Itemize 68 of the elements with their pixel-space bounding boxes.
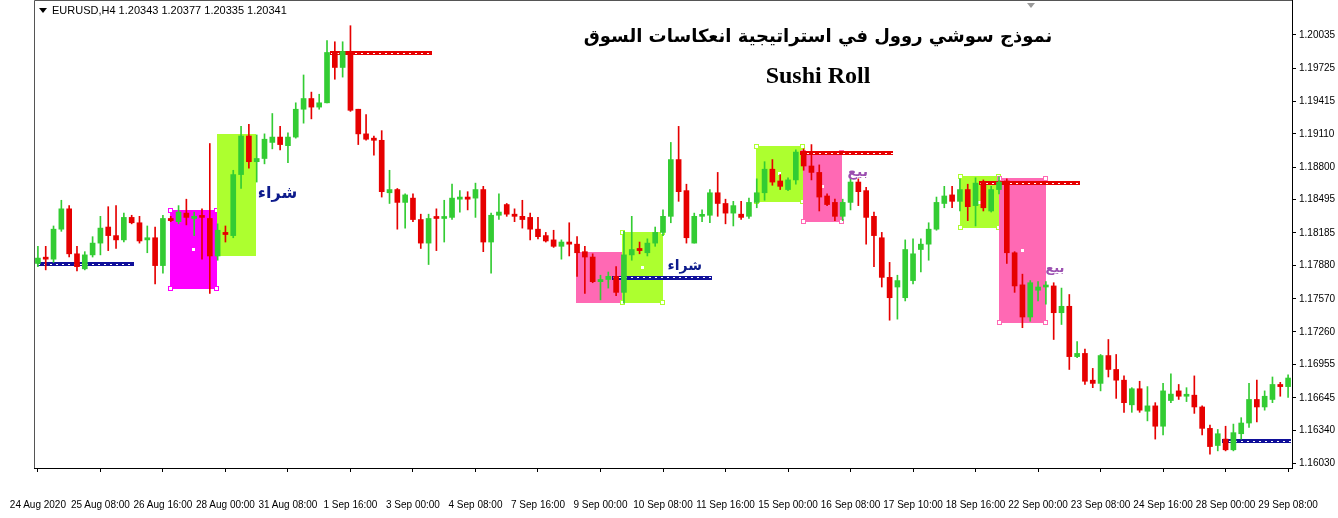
x-tick-label: 26 Aug 16:00 [133, 498, 193, 510]
text: نموذج سوشي روول في استراتيجية انعكاسات السوق [583, 25, 1053, 47]
x-tick-label: 10 Sep 08:00 [633, 498, 694, 510]
x-tick-label: 24 Aug 2020 [9, 498, 67, 510]
y-tick-label: 1.19415 [1299, 94, 1336, 106]
candlestick [206, 143, 213, 294]
y-tick-label: 1.18185 [1299, 226, 1336, 238]
x-tick-label: 25 Aug 08:00 [70, 498, 131, 510]
x-tick-label: 28 Sep 00:00 [1195, 498, 1256, 510]
candlestick [566, 222, 573, 257]
candlestick [582, 245, 588, 294]
y-tick-label: 1.18800 [1299, 160, 1336, 172]
annotation: شراء [667, 256, 702, 274]
x-tick-label: 9 Sep 00:00 [573, 498, 628, 510]
candlestick [105, 206, 112, 251]
candlestick [191, 211, 198, 236]
candlestick [1168, 373, 1174, 403]
candlestick [113, 205, 119, 249]
x-tick-label: 29 Sep 08:00 [1258, 498, 1319, 510]
candlestick [1277, 382, 1284, 397]
x-tick-label: 23 Sep 08:00 [1070, 498, 1131, 510]
candlestick [371, 135, 377, 156]
annotation: بيع [847, 162, 868, 180]
candlestick [1089, 368, 1096, 389]
x-tick-label: 17 Sep 10:00 [883, 498, 944, 510]
y-tick-label: 1.16645 [1299, 391, 1336, 403]
candlestick [1254, 379, 1260, 423]
annotation: بيع [1045, 260, 1065, 276]
text: Sushi Roll [765, 61, 871, 89]
candlestick [574, 236, 580, 277]
y-tick-label: 1.17260 [1299, 325, 1336, 337]
y-tick-label: 1.16030 [1299, 457, 1336, 469]
x-tick-label: 31 Aug 08:00 [258, 498, 318, 510]
x-tick-label: 4 Sep 08:00 [448, 498, 503, 510]
annotation: شراء [257, 183, 298, 203]
candlestick [628, 216, 635, 261]
y-tick-label: 1.18495 [1299, 193, 1336, 205]
candlestick [457, 190, 463, 213]
y-tick-label: 1.17880 [1299, 259, 1336, 271]
x-tick-label: 16 Sep 08:00 [820, 498, 881, 510]
candlestick [144, 225, 151, 254]
candlestick [269, 113, 276, 150]
candlestick [918, 238, 924, 273]
candlestick [496, 193, 502, 220]
x-tick-label: 7 Sep 16:00 [511, 498, 566, 510]
y-tick-label: 1.19110 [1299, 127, 1335, 139]
x-tick-label: 22 Sep 00:00 [1008, 498, 1069, 510]
candlestick [1074, 341, 1080, 359]
y-tick-label: 1.16955 [1299, 358, 1336, 370]
x-tick-label: 15 Sep 00:00 [758, 498, 819, 510]
x-tick-label: 28 Aug 00:00 [195, 498, 256, 510]
candlestick [253, 134, 260, 183]
candlestick [199, 208, 205, 260]
y-tick-label: 1.17570 [1299, 292, 1336, 304]
candlestick [441, 199, 448, 243]
candlestick [402, 193, 408, 229]
candlestick [363, 114, 369, 141]
x-tick-label: 18 Sep 16:00 [945, 498, 1006, 510]
annotation: EURUSD,H4 1.20343 1.20377 1.20335 1.20341 [52, 4, 287, 18]
x-tick-label: 11 Sep 16:00 [696, 498, 756, 510]
candlestick [738, 201, 744, 220]
y-tick-label: 1.20035 [1299, 28, 1336, 40]
y-tick-label: 1.19725 [1299, 61, 1336, 73]
candlestick [1035, 281, 1041, 302]
x-tick-label: 3 Sep 00:00 [385, 498, 441, 510]
y-tick-label: 1.16340 [1299, 424, 1336, 436]
x-tick-label: 24 Sep 16:00 [1133, 498, 1194, 510]
x-tick-label: 1 Sep 16:00 [323, 498, 378, 510]
